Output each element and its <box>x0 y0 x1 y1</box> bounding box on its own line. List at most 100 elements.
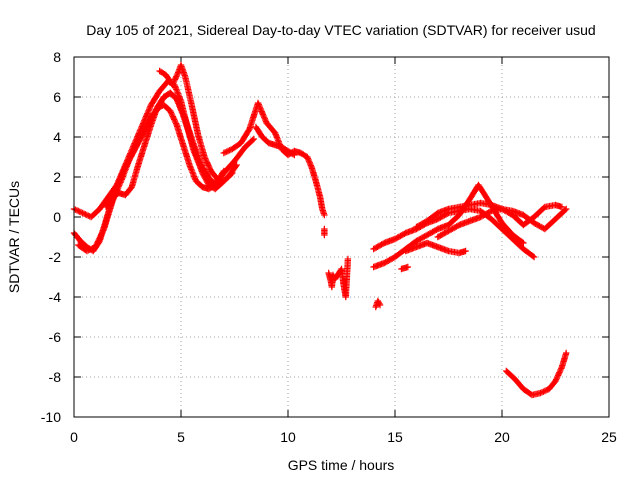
data-point <box>462 247 469 255</box>
data-point <box>188 101 195 109</box>
y-tick-label: 4 <box>53 129 61 145</box>
data-point <box>154 103 161 111</box>
data-point <box>212 185 219 193</box>
data-point <box>246 125 253 133</box>
data-point <box>135 161 142 169</box>
data-point <box>477 207 484 215</box>
data-point <box>271 129 279 137</box>
y-tick-label: -6 <box>49 329 62 345</box>
series-outliers-15h <box>398 263 412 273</box>
data-point <box>488 201 495 209</box>
data-point <box>481 191 489 199</box>
data-point <box>541 203 548 211</box>
data-point <box>156 87 163 95</box>
series-trail <box>504 351 569 398</box>
data-point <box>328 283 336 291</box>
data-point <box>434 233 441 241</box>
data-point <box>265 139 272 147</box>
data-point <box>509 235 516 243</box>
data-point <box>370 245 377 253</box>
data-point <box>177 61 185 69</box>
data-point <box>552 377 559 385</box>
x-tick-label: 10 <box>280 429 296 445</box>
data-point <box>308 163 315 171</box>
data-point <box>552 215 559 223</box>
data-point <box>498 225 506 233</box>
data-point <box>291 151 298 159</box>
data-point <box>530 213 538 221</box>
data-point <box>488 207 495 215</box>
data-point <box>528 391 536 399</box>
data-point <box>321 225 328 233</box>
data-point <box>456 249 463 257</box>
data-point <box>466 217 474 225</box>
data-point <box>179 141 187 149</box>
data-point <box>340 281 347 289</box>
series-layer <box>70 61 570 399</box>
y-tick-label: -10 <box>41 409 61 425</box>
series-trail <box>157 63 220 182</box>
data-point <box>147 121 155 129</box>
data-point <box>135 139 142 147</box>
data-point <box>331 275 339 283</box>
data-point <box>271 141 279 149</box>
data-point <box>192 177 200 185</box>
data-point <box>342 293 349 301</box>
data-point <box>147 101 155 109</box>
data-point <box>115 189 123 197</box>
data-point <box>434 209 441 217</box>
data-point <box>338 265 345 273</box>
data-point <box>376 301 384 309</box>
data-point <box>75 241 82 249</box>
data-point <box>167 89 174 97</box>
data-point <box>77 237 84 245</box>
data-point <box>391 235 399 243</box>
data-point <box>402 229 409 237</box>
data-point <box>220 149 227 157</box>
data-point <box>520 221 527 229</box>
data-point <box>231 157 238 165</box>
data-point <box>162 71 170 79</box>
data-point <box>220 177 227 185</box>
data-point <box>297 149 305 157</box>
data-point <box>530 253 538 261</box>
series-cluster-14h <box>372 297 384 311</box>
data-point <box>201 153 208 161</box>
data-point <box>563 349 570 357</box>
data-point <box>423 239 431 247</box>
tick-label-layer: 0 5 10 15 20 25 -10 -8 -6 -4 -2 0 2 4 6 8 <box>41 49 617 445</box>
data-point <box>100 225 108 233</box>
y-tick-label: 2 <box>53 169 61 185</box>
data-point <box>372 303 379 311</box>
data-point <box>139 121 146 129</box>
data-point <box>83 247 91 255</box>
data-point <box>520 385 527 393</box>
data-point <box>96 205 103 213</box>
data-point <box>220 169 227 177</box>
data-point <box>391 253 399 261</box>
data-point <box>541 225 548 233</box>
data-point <box>558 203 566 211</box>
data-point <box>545 385 553 393</box>
data-point <box>498 219 506 227</box>
series-cluster-12h <box>325 255 352 301</box>
data-point <box>102 203 110 211</box>
x-tick-label: 5 <box>177 429 185 445</box>
data-point <box>398 265 405 273</box>
data-point <box>381 259 388 267</box>
data-point <box>233 161 240 169</box>
data-point <box>229 169 236 177</box>
data-point <box>167 107 174 115</box>
data-point <box>186 161 193 169</box>
x-tick-label: 0 <box>70 429 78 445</box>
data-point <box>329 271 337 279</box>
data-point <box>237 139 245 147</box>
data-point <box>319 205 326 213</box>
data-point <box>445 221 452 229</box>
data-point <box>456 203 463 211</box>
data-point <box>284 147 292 155</box>
y-tick-label: 0 <box>53 209 61 225</box>
x-axis-label: GPS time / hours <box>288 457 395 473</box>
data-point <box>488 215 495 223</box>
data-point <box>509 207 516 215</box>
